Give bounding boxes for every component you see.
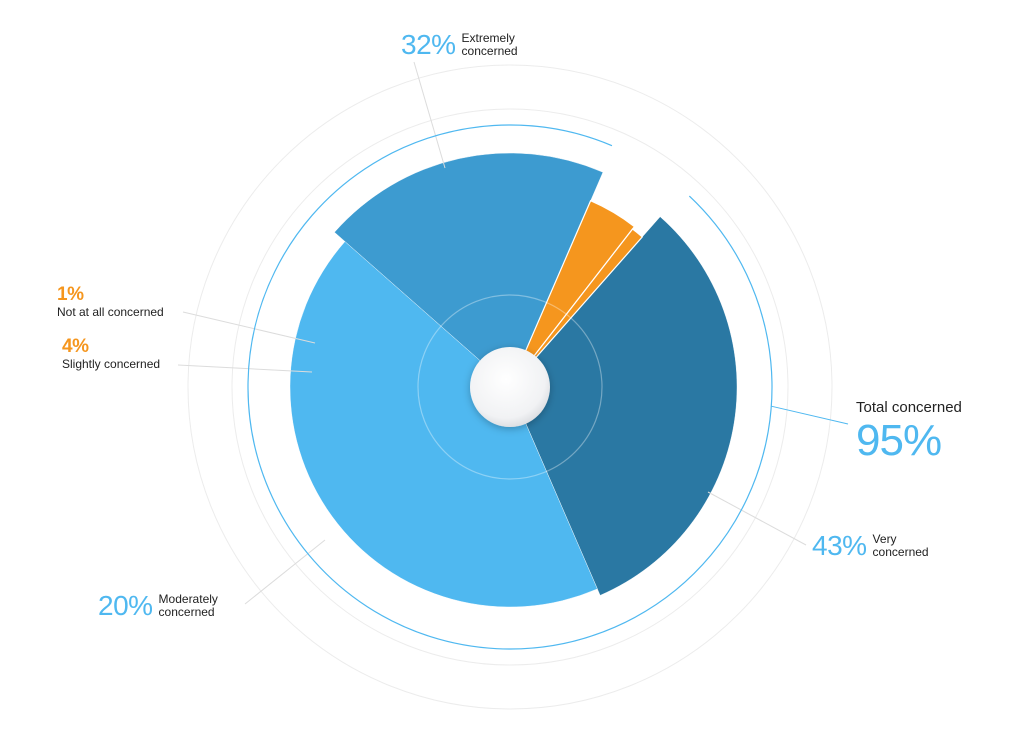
- leader-slightly: [177, 364, 313, 373]
- leader-moderately: [244, 539, 326, 605]
- label-cat-moderately-line2: concerned: [158, 605, 215, 619]
- label-cat-extremely-line1: Extremely: [461, 31, 515, 45]
- label-pct-extremely: 32%: [401, 29, 456, 60]
- label-cat-extremely: Extremely concerned: [462, 32, 518, 58]
- label-not-at-all-concerned: 1% Not at all concerned: [57, 285, 164, 319]
- total-concerned-value: 95%: [856, 416, 942, 465]
- slice-slightly-concerned: [509, 199, 636, 388]
- total-concerned-title: Total concerned: [856, 399, 962, 416]
- label-pct-not-at-all: 1%: [57, 284, 84, 305]
- label-cat-slightly: Slightly concerned: [62, 357, 161, 371]
- leader-extremely: [413, 61, 446, 169]
- slice-very-concerned: [289, 241, 598, 608]
- total-concerned-leader: [771, 405, 849, 425]
- label-pct-moderately: 20%: [98, 590, 153, 621]
- label-slightly-concerned: 4% Slightly concerned: [62, 337, 160, 371]
- label-pct-very: 43%: [812, 530, 867, 561]
- label-cat-very-line1: Very: [872, 532, 897, 546]
- leader-lines: [177, 61, 807, 605]
- label-cat-moderately-line1: Moderately: [158, 592, 218, 606]
- grid-ring-1: [231, 108, 789, 666]
- center-hub: [470, 347, 550, 427]
- grid-layer: [187, 64, 833, 710]
- slice-moderately-concerned: [334, 152, 604, 388]
- label-very-concerned: 43% Very concerned: [812, 532, 929, 560]
- label-cat-extremely-line2: concerned: [461, 44, 518, 58]
- label-cat-moderately: Moderately concerned: [159, 593, 218, 619]
- total-concerned-callout: Total concerned 95%: [856, 399, 962, 463]
- label-pct-slightly: 4%: [62, 336, 89, 357]
- slices-layer: [289, 152, 738, 608]
- total-concerned-arc: [247, 124, 773, 650]
- slice-not-at-all-concerned: [509, 228, 644, 388]
- label-cat-very-line2: concerned: [872, 545, 929, 559]
- leader-not-at-all: [182, 311, 316, 344]
- slice-extremely-concerned: [509, 216, 738, 596]
- label-cat-very: Very concerned: [873, 533, 929, 559]
- leader-very: [707, 491, 807, 546]
- label-extremely-concerned: 32% Extremely concerned: [401, 31, 518, 59]
- grid-ring-2: [187, 64, 833, 710]
- label-cat-not-at-all: Not at all concerned: [57, 305, 164, 319]
- label-moderately-concerned: 20% Moderately concerned: [98, 592, 218, 620]
- inner-ring: [417, 294, 603, 480]
